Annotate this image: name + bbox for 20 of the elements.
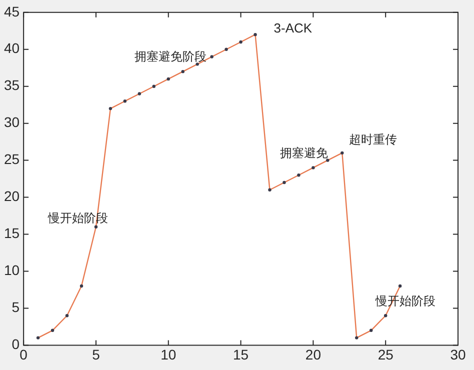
x-tick-label: 5 xyxy=(92,346,100,362)
y-tick-label: 10 xyxy=(4,262,20,278)
y-tick-label: 20 xyxy=(4,188,20,204)
y-tick-label: 0 xyxy=(12,336,20,352)
y-tick-label: 45 xyxy=(4,3,20,20)
annotation: 拥塞避免阶段 xyxy=(134,49,206,64)
annotation: 3-ACK xyxy=(274,20,312,36)
y-tick-label: 5 xyxy=(12,299,20,316)
y-tick-label: 15 xyxy=(4,225,20,242)
x-tick-label: 25 xyxy=(378,346,394,362)
y-tick-label: 30 xyxy=(4,114,20,130)
y-tick-label: 35 xyxy=(4,77,20,94)
annotation: 拥塞避免 xyxy=(280,146,328,160)
y-tick-label: 40 xyxy=(4,40,20,56)
x-tick-label: 30 xyxy=(450,346,466,362)
y-tick-label: 25 xyxy=(4,151,20,168)
annotation: 超时重传 xyxy=(348,132,397,146)
x-tick-label: 20 xyxy=(305,346,322,362)
x-tick-label: 15 xyxy=(232,346,249,362)
x-tick-label: 10 xyxy=(160,346,176,362)
